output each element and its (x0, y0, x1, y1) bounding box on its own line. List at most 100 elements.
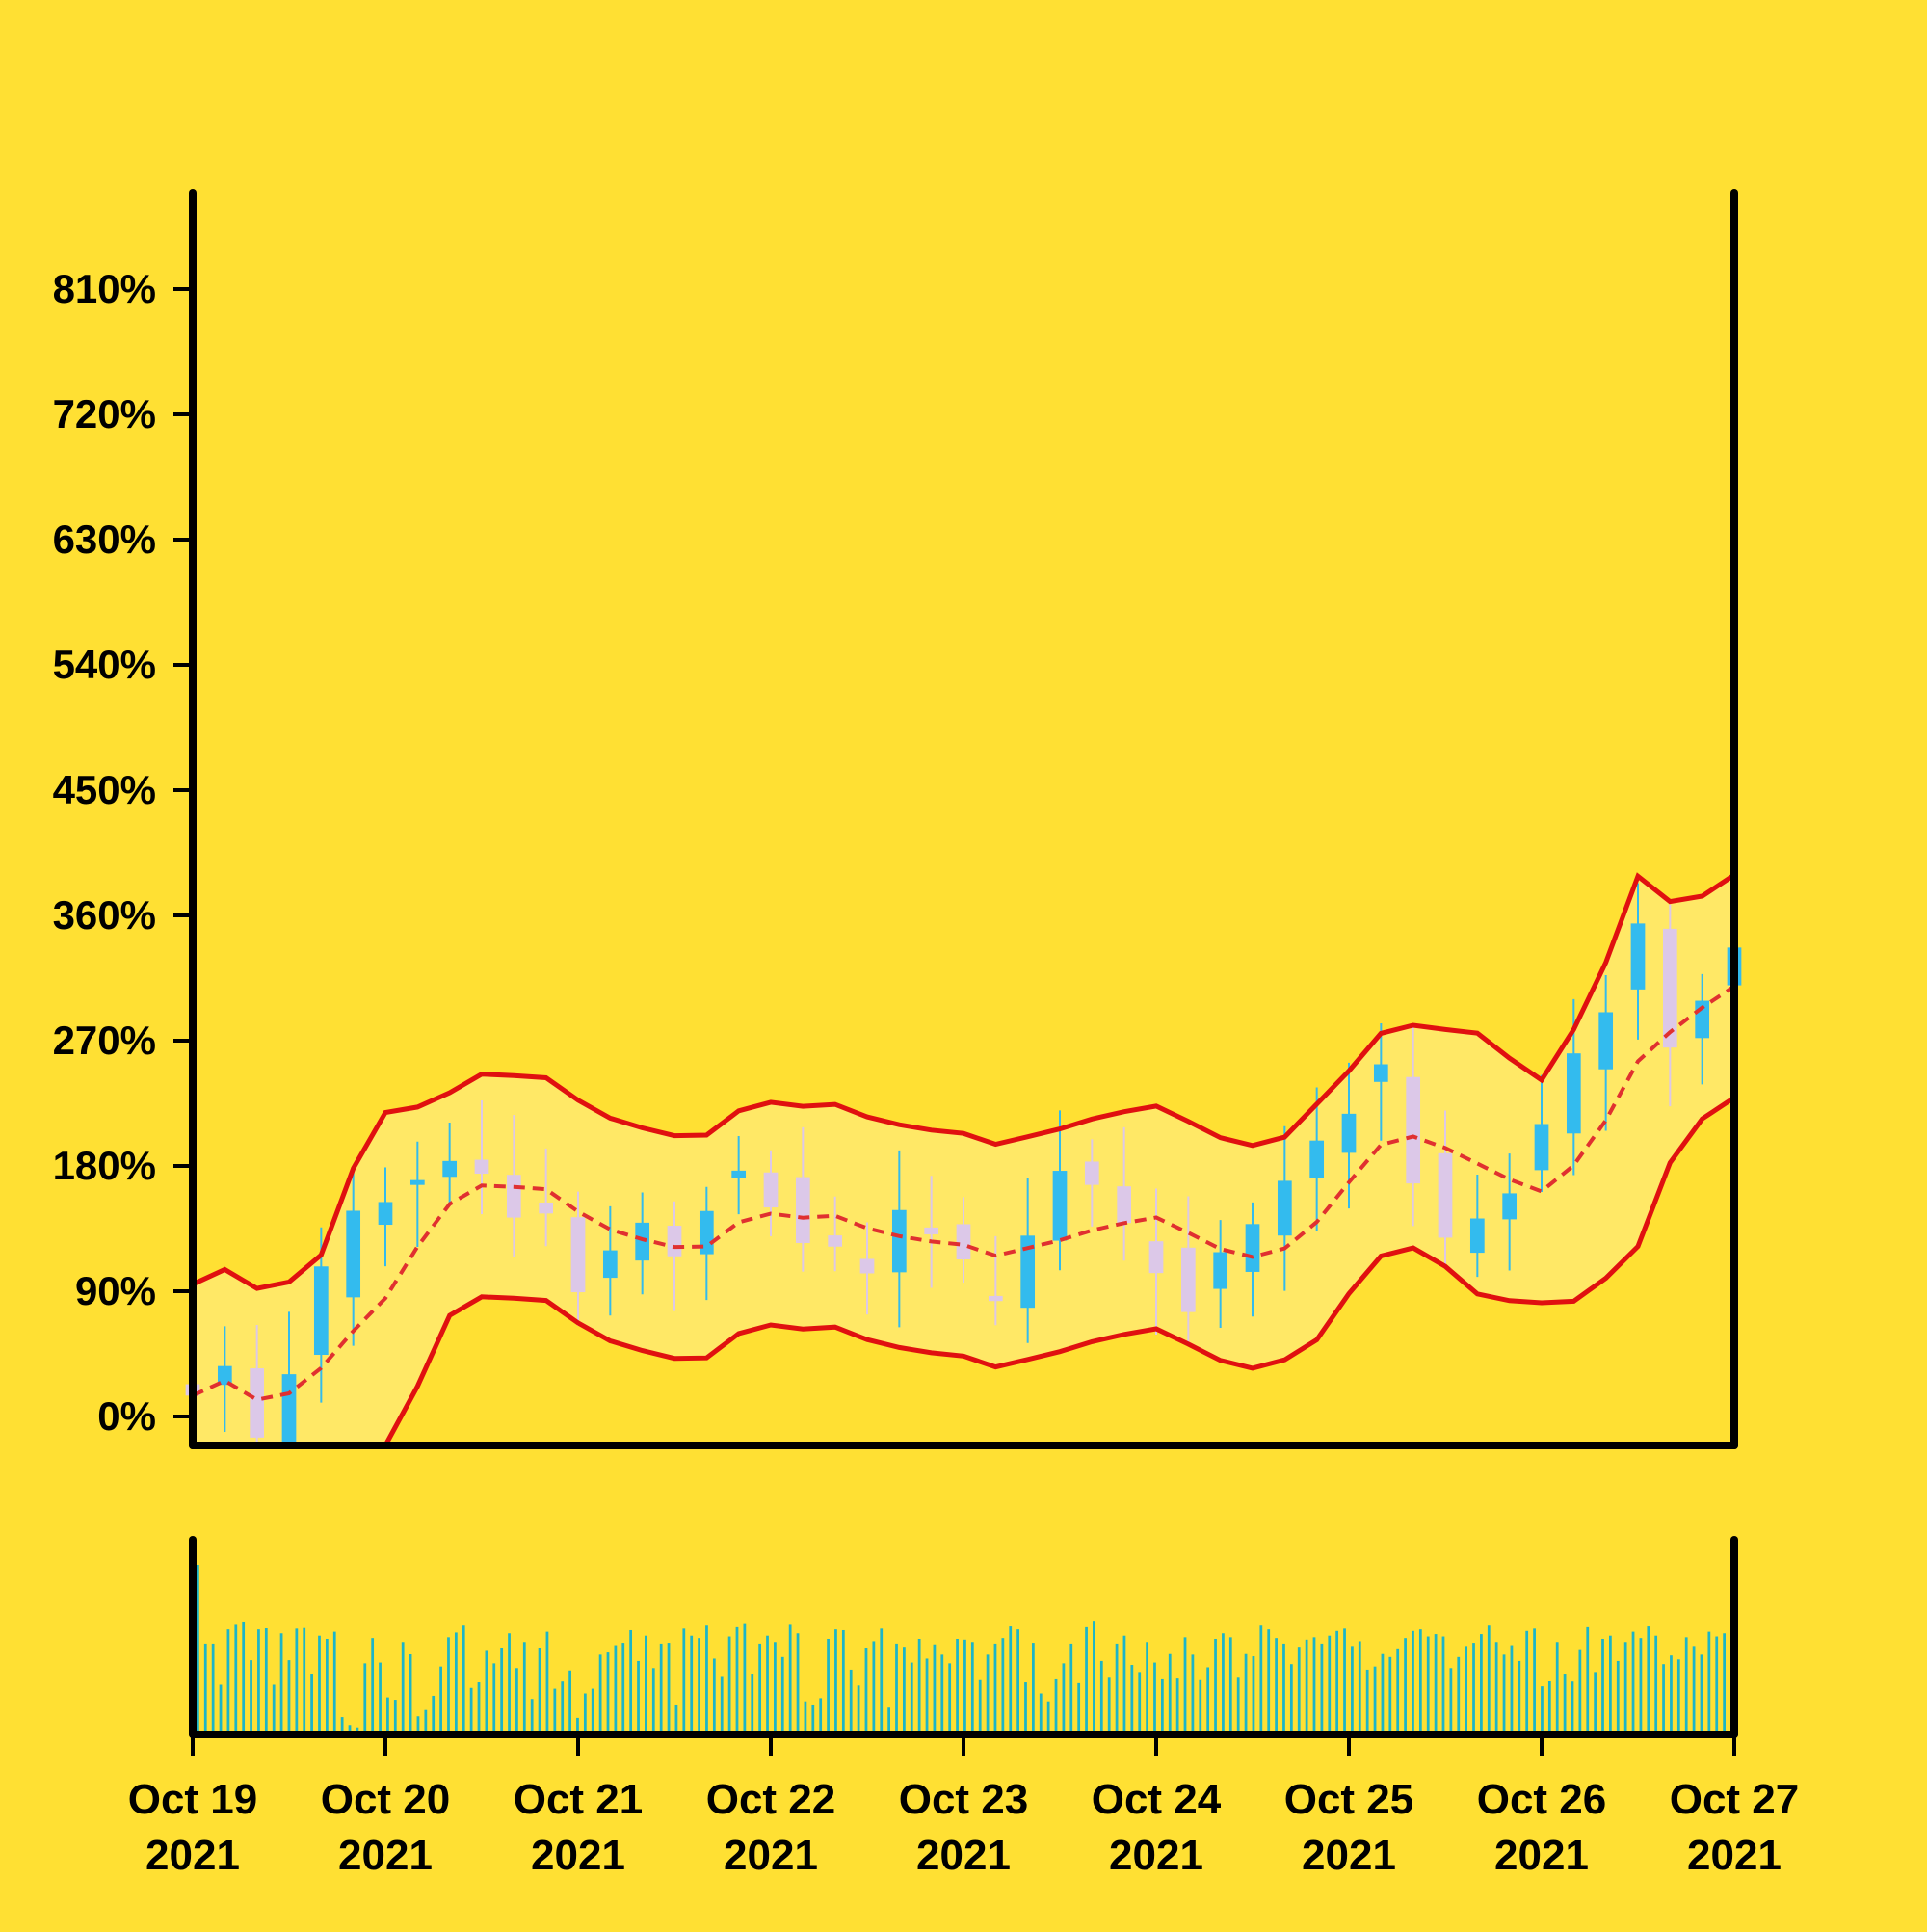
candle-body (1502, 1193, 1518, 1220)
volume-bar (804, 1701, 807, 1731)
volume-bar (1093, 1621, 1095, 1731)
x-tick-label-year: 2021 (1687, 1832, 1782, 1879)
candle (1148, 1188, 1164, 1336)
volume-bar (780, 1656, 784, 1731)
volume-bar (485, 1650, 488, 1731)
volume-bar (651, 1668, 655, 1731)
volume-bar (682, 1628, 686, 1731)
candle-body (1148, 1241, 1164, 1274)
volume-bar (712, 1658, 716, 1731)
volume-bar (1571, 1681, 1574, 1731)
candle (1598, 974, 1614, 1131)
volume-bar (1343, 1628, 1346, 1731)
volume-bar (1282, 1643, 1285, 1731)
volume-bar (371, 1638, 375, 1731)
volume-bar (447, 1637, 450, 1731)
volume-bar (1062, 1663, 1066, 1731)
candle (570, 1191, 586, 1326)
volume-bar (735, 1626, 739, 1731)
volume-bar (242, 1621, 246, 1731)
x-tick-label-date: Oct 19 (128, 1776, 258, 1823)
volume-bar (621, 1643, 625, 1731)
volume-bar (774, 1642, 777, 1731)
volume-bar (1525, 1630, 1529, 1731)
x-tick-label-date: Oct 27 (1670, 1776, 1800, 1823)
volume-bar (1412, 1630, 1414, 1731)
volume-bar (203, 1643, 207, 1731)
candle (891, 1150, 907, 1328)
candle (1406, 1026, 1421, 1227)
volume-bar (629, 1629, 633, 1731)
volume-bar (469, 1687, 473, 1731)
candle-body (570, 1217, 586, 1293)
volume-bar (1396, 1648, 1400, 1731)
volume-bar (811, 1704, 815, 1731)
volume-bar (1259, 1625, 1263, 1731)
candle-body (602, 1250, 618, 1279)
volume-bar (1168, 1653, 1172, 1731)
candle (1469, 1175, 1485, 1278)
volume-bar (1518, 1660, 1521, 1731)
x-tick-label-date: Oct 22 (706, 1776, 836, 1823)
candle-body (988, 1295, 1003, 1302)
volume-bar (598, 1654, 602, 1731)
candle-body (313, 1266, 329, 1356)
volume-bar (1107, 1677, 1111, 1731)
volume-bar (279, 1633, 283, 1731)
volume-bar (1009, 1626, 1013, 1731)
volume-bar (583, 1693, 587, 1731)
volume-bar (591, 1688, 594, 1731)
volume-bar (1305, 1639, 1308, 1731)
candle-body (1566, 1053, 1581, 1134)
candle-body (1341, 1113, 1357, 1153)
volume-bar (1434, 1634, 1438, 1731)
volume-bar (386, 1697, 389, 1731)
x-tick-label-date: Oct 20 (321, 1776, 451, 1823)
volume-bar (363, 1663, 367, 1731)
candle (763, 1150, 779, 1236)
volume-bar (1228, 1637, 1232, 1731)
volume-bar (1670, 1655, 1673, 1731)
volume-bar (553, 1688, 557, 1731)
volume-bar (1418, 1629, 1422, 1731)
volume-bar (1555, 1642, 1559, 1731)
volume-bar (1099, 1660, 1103, 1731)
candle-body (1020, 1235, 1036, 1309)
volume-bar (1533, 1628, 1536, 1731)
volume-bar (827, 1638, 830, 1731)
volume-bar (766, 1635, 769, 1731)
volume-bar (1631, 1631, 1635, 1731)
volume-bar (1563, 1674, 1567, 1731)
candle-body (1117, 1186, 1132, 1224)
candle-body (795, 1177, 810, 1243)
candle (1052, 1110, 1068, 1271)
y-tick-label: 450% (53, 767, 156, 812)
volume-bar (872, 1641, 876, 1731)
y-tick-label: 180% (53, 1143, 156, 1188)
candle (988, 1235, 1003, 1326)
volume-bar (1609, 1635, 1612, 1731)
volume-bar (477, 1682, 481, 1731)
volume-bar (234, 1624, 238, 1731)
y-tick-label: 0% (97, 1393, 156, 1439)
volume-bar (849, 1669, 853, 1731)
volume-bar (530, 1699, 534, 1731)
volume-bar (993, 1643, 997, 1731)
volume-bar (1510, 1645, 1514, 1731)
volume-bar (1373, 1666, 1377, 1731)
volume-bar (409, 1654, 412, 1731)
candle-body (667, 1226, 682, 1257)
volume-bar (1480, 1634, 1483, 1731)
candle-body (1662, 928, 1677, 1048)
y-axis-ticks: 0% 90% 180% 270% 360% 450% 540% 630% 720% 810% (53, 266, 191, 1439)
candle (1662, 904, 1677, 1107)
volume-bar (1130, 1665, 1134, 1731)
volume-bar (1335, 1630, 1339, 1731)
volume-bar (522, 1642, 526, 1731)
volume-bar (1662, 1664, 1665, 1731)
volume-bar (940, 1654, 944, 1731)
volume-bar (857, 1685, 860, 1731)
candle-body (281, 1374, 297, 1445)
volume-bar (1647, 1626, 1650, 1731)
volume-bar (356, 1727, 359, 1731)
